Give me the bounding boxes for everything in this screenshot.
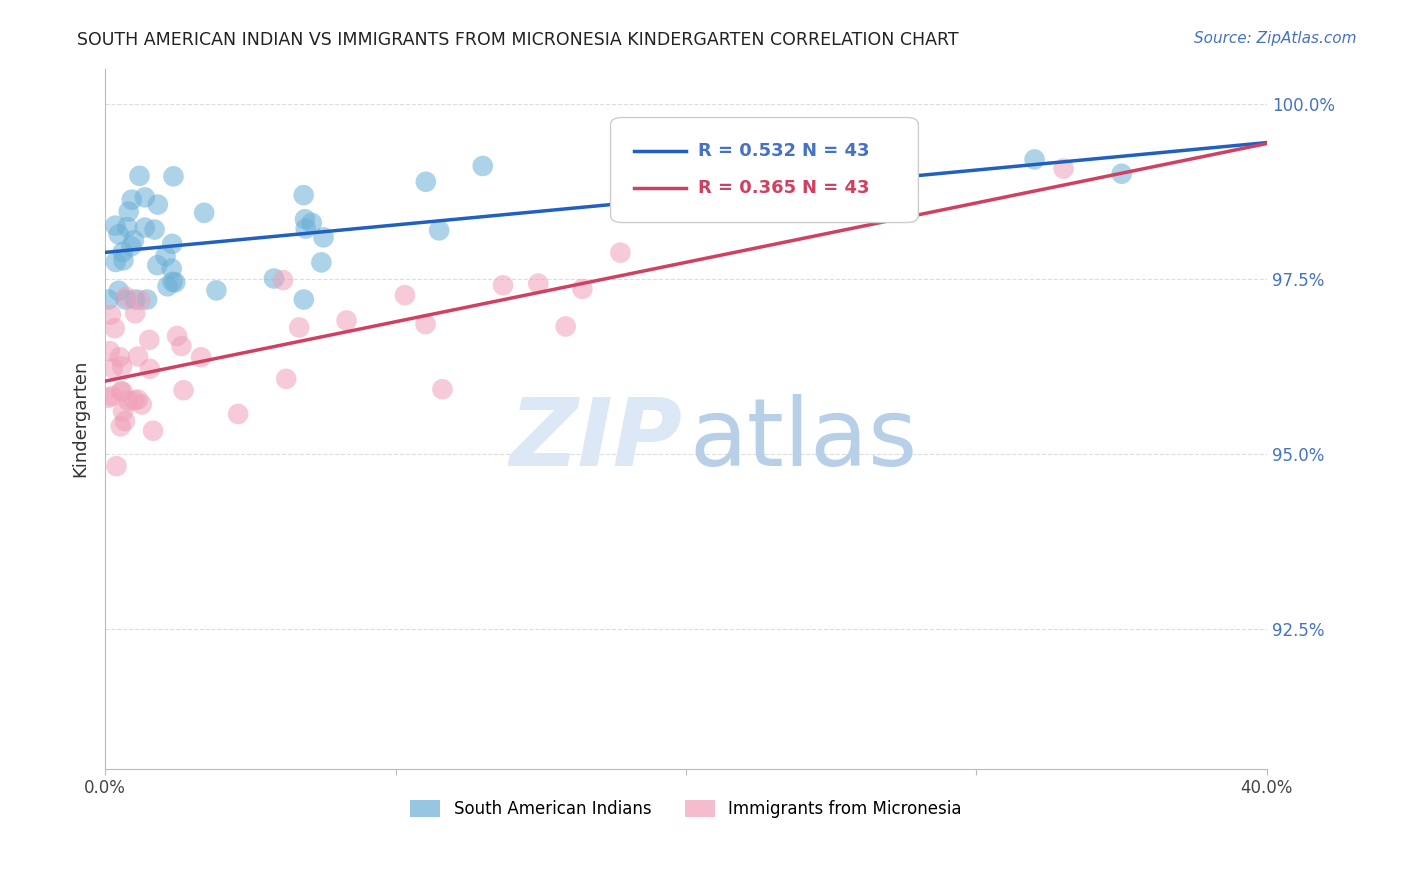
Point <box>124 393 146 408</box>
Point <box>104 255 127 269</box>
Text: ZIP: ZIP <box>510 393 682 485</box>
Point <box>131 398 153 412</box>
Text: SOUTH AMERICAN INDIAN VS IMMIGRANTS FROM MICRONESIA KINDERGARTEN CORRELATION CHA: SOUTH AMERICAN INDIAN VS IMMIGRANTS FROM… <box>77 31 959 49</box>
Point <box>294 221 316 235</box>
Point <box>129 293 152 307</box>
Point <box>205 284 228 298</box>
Point <box>471 159 494 173</box>
Point <box>160 261 183 276</box>
Point <box>117 393 139 408</box>
Point <box>415 317 437 331</box>
Point <box>160 236 183 251</box>
Point <box>276 372 298 386</box>
Point <box>114 293 136 307</box>
Point <box>294 212 316 227</box>
Point <box>311 255 333 269</box>
Point <box>104 321 127 335</box>
Point <box>292 188 315 202</box>
Point <box>146 258 169 272</box>
Point <box>118 204 141 219</box>
Point <box>111 359 134 374</box>
Point <box>492 278 515 293</box>
Point <box>104 219 127 233</box>
Point <box>142 424 165 438</box>
Point <box>112 253 135 268</box>
Point <box>97 293 120 307</box>
Point <box>301 216 323 230</box>
Point <box>394 288 416 302</box>
Text: Source: ZipAtlas.com: Source: ZipAtlas.com <box>1194 31 1357 46</box>
Point <box>162 275 184 289</box>
Point <box>114 414 136 428</box>
Point <box>101 361 124 376</box>
Point <box>98 344 121 359</box>
Point <box>107 227 129 242</box>
Point <box>122 233 145 247</box>
Point <box>571 282 593 296</box>
Point <box>166 329 188 343</box>
Point <box>609 245 631 260</box>
Point <box>271 273 294 287</box>
Point <box>190 351 212 365</box>
Point <box>312 230 335 244</box>
Point <box>1052 161 1074 176</box>
Point <box>134 190 156 204</box>
Point <box>146 197 169 211</box>
Text: R = 0.365: R = 0.365 <box>697 178 796 196</box>
Point <box>156 279 179 293</box>
Point <box>527 277 550 291</box>
Text: atlas: atlas <box>689 393 918 485</box>
Point <box>427 223 450 237</box>
Point <box>97 391 120 405</box>
Point <box>124 293 146 307</box>
Point <box>226 407 249 421</box>
Text: N = 43: N = 43 <box>803 178 870 196</box>
Legend: South American Indians, Immigrants from Micronesia: South American Indians, Immigrants from … <box>404 793 969 824</box>
Point <box>124 306 146 320</box>
Point <box>120 239 142 253</box>
Point <box>173 383 195 397</box>
Point <box>136 293 159 307</box>
Point <box>127 350 149 364</box>
Point <box>111 384 134 399</box>
Point <box>110 384 132 399</box>
Point <box>1111 167 1133 181</box>
Point <box>162 169 184 184</box>
Point <box>263 271 285 285</box>
Point <box>134 220 156 235</box>
Point <box>335 313 357 327</box>
Point <box>415 175 437 189</box>
Point <box>121 193 143 207</box>
Point <box>288 320 311 334</box>
FancyBboxPatch shape <box>610 118 918 222</box>
Point <box>193 206 215 220</box>
Y-axis label: Kindergarten: Kindergarten <box>72 359 89 477</box>
Point <box>100 308 122 322</box>
Point <box>143 222 166 236</box>
Point <box>115 220 138 235</box>
Point <box>155 249 177 263</box>
Point <box>105 459 128 474</box>
Point <box>170 339 193 353</box>
Point <box>111 404 134 418</box>
Point <box>111 245 134 260</box>
Point <box>1024 153 1046 167</box>
Text: R = 0.532: R = 0.532 <box>697 142 796 161</box>
Point <box>108 350 131 364</box>
Point <box>115 290 138 304</box>
Point <box>554 319 576 334</box>
Point <box>292 293 315 307</box>
Point <box>127 392 149 407</box>
Text: N = 43: N = 43 <box>803 142 870 161</box>
Point <box>139 361 162 376</box>
Point <box>138 333 160 347</box>
Point <box>107 284 129 298</box>
Point <box>101 389 124 403</box>
Point <box>128 169 150 183</box>
Point <box>165 276 187 290</box>
Point <box>110 419 132 434</box>
Point <box>432 382 454 396</box>
